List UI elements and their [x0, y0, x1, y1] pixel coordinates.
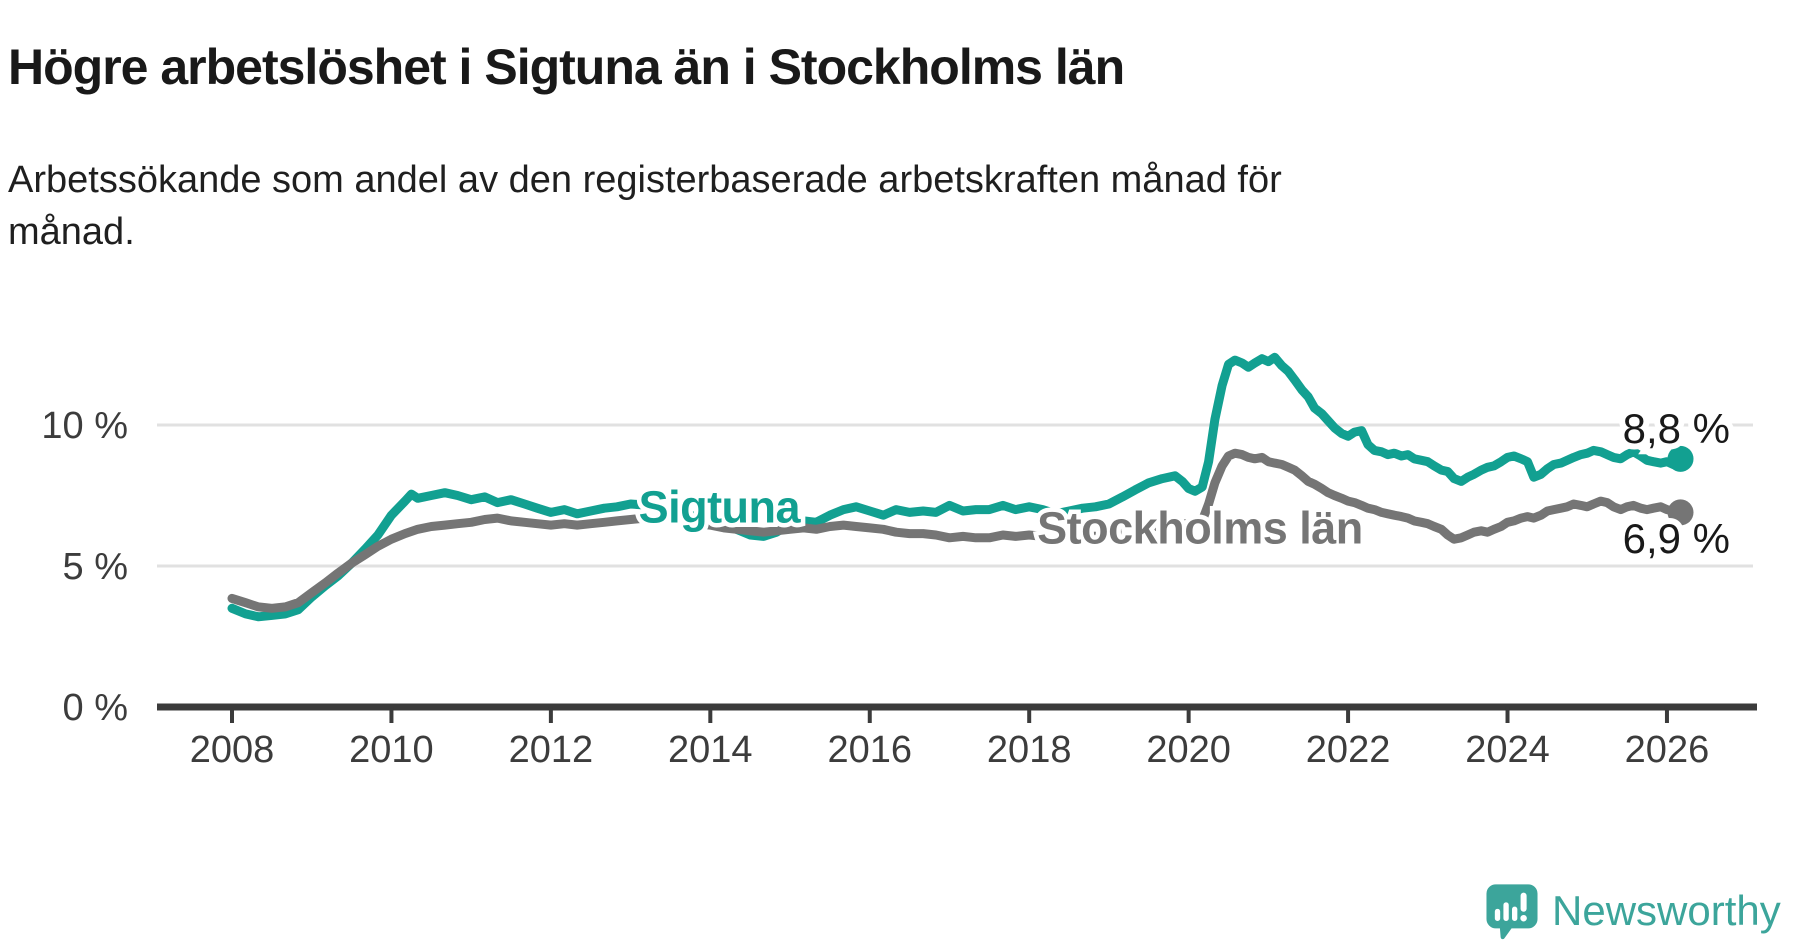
series-end-dot-stockholms-lan [1667, 499, 1694, 526]
x-tick-label-2022: 2022 [1306, 729, 1391, 771]
x-tick-label-2008: 2008 [190, 729, 275, 771]
series-line-stockholms-lan [227, 448, 1685, 613]
x-tick-label-2012: 2012 [509, 729, 594, 771]
x-tick-label-2020: 2020 [1146, 729, 1231, 771]
x-tick-label-2024: 2024 [1465, 729, 1550, 771]
y-tick-label-0: 0 % [63, 687, 128, 729]
y-tick-label-5: 5 % [63, 546, 128, 588]
x-tick-label-2010: 2010 [349, 729, 434, 771]
series-end-label-stockholms-lan: 6,9 % [1623, 515, 1730, 562]
speech-bubble-bar-chart-icon [1486, 884, 1538, 940]
newsworthy-logo: Newsworthy [1484, 882, 1781, 940]
newsworthy-logo-text: Newsworthy [1552, 887, 1781, 934]
y-tick-label-10: 10 % [41, 405, 128, 447]
series-label-sigtuna: Sigtuna [639, 481, 802, 532]
line-chart: Sigtuna Stockholms län 2008 2010 2012 2014 201… [0, 255, 1800, 815]
series-line-sigtuna [227, 352, 1685, 622]
chart-subtitle: Arbetssökande som andel av den registerb… [8, 159, 1282, 254]
series-end-dot-sigtuna [1667, 445, 1694, 472]
x-tick-label-2026: 2026 [1625, 729, 1710, 771]
line-chart-canvas: Sigtuna Stockholms län 2008 2010 2012 2014 201… [41, 352, 1757, 771]
x-tick-label-2014: 2014 [668, 729, 753, 771]
x-tick-label-2018: 2018 [987, 729, 1072, 771]
series-end-label-sigtuna: 8,8 % [1623, 405, 1730, 452]
x-tick-label-2016: 2016 [827, 729, 912, 771]
series-label-stockholms-lan: Stockholms län [1037, 502, 1363, 553]
chart-title: Högre arbetslöshet i Sigtuna än i Stockh… [8, 38, 1125, 95]
